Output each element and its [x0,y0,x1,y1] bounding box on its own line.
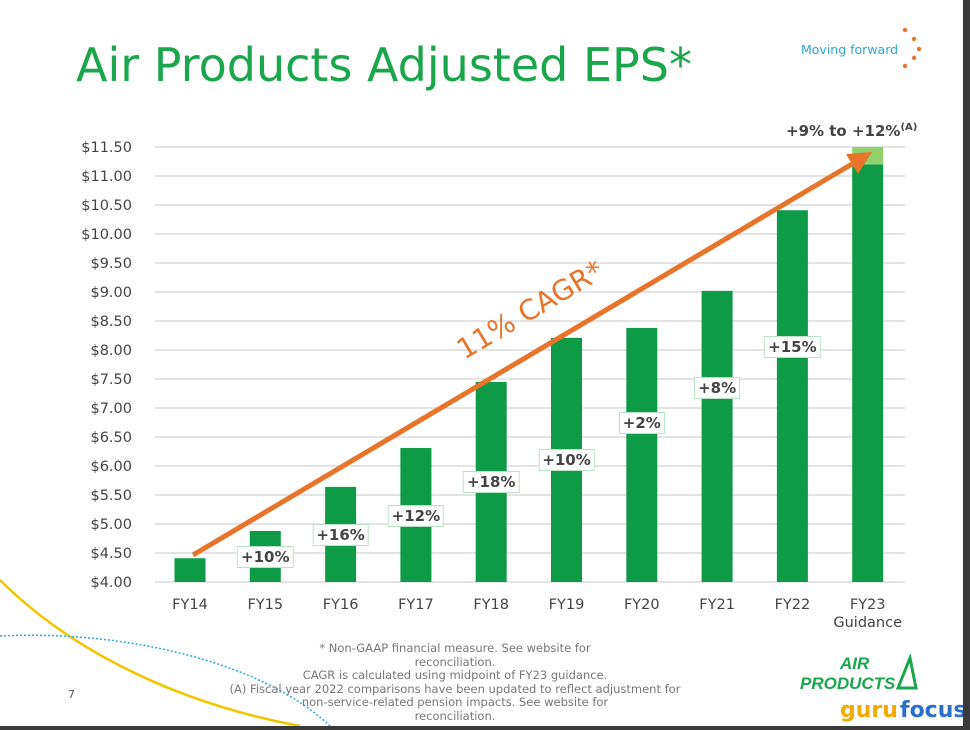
y-tick-label: $4.00 [90,575,132,591]
dots-logo-icon [902,27,922,69]
x-tick-label: FY18 [473,597,509,613]
footnote: CAGR is calculated using midpoint of FY2… [302,668,608,682]
growth-label: +15% [764,336,821,358]
x-tick-label: FY20 [624,597,660,613]
bar-fy21 [701,290,733,582]
bar-fy20 [626,327,658,582]
page-title: Air Products Adjusted EPS* [76,38,692,92]
growth-label: +12% [387,505,445,527]
y-tick-label: $10.00 [81,227,132,243]
x-tick-label: FY23 [850,597,886,613]
x-tick-label: FY22 [775,597,811,613]
svg-text:focus: focus [900,698,963,723]
x-tick-label: FY21 [699,597,735,613]
growth-label: +8% [694,377,741,399]
y-tick-label: $5.50 [90,488,132,504]
cagr-annotation: 11% CAGR* [451,254,609,366]
y-tick-label: $7.50 [90,372,132,388]
x-tick-label: FY15 [247,597,283,613]
x-tick-sublabel: Guidance [833,615,902,631]
svg-text:AIR: AIR [839,654,870,673]
bar-fy23 [852,164,884,582]
y-tick-label: $9.00 [90,285,132,301]
y-tick-label: $11.50 [81,140,132,156]
tagline: Moving forward [801,42,899,57]
svg-text:guru: guru [840,698,898,723]
growth-label: +10% [237,546,294,568]
footnote: * Non-GAAP financial measure. See websit… [319,641,591,669]
company-logo: AIR PRODUCTS guru focus [798,652,963,724]
y-tick-label: $9.50 [90,256,132,272]
y-tick-label: $6.50 [90,430,132,446]
footnote: (A) Fiscal year 2022 comparisons have be… [229,681,681,696]
x-tick-label: FY16 [323,597,359,613]
cagr-arrow-line [191,161,854,558]
footnote: non-service-related pension impacts. See… [301,695,609,723]
guidance-label: +9% to +12%(A) [786,122,917,140]
growth-label: +18% [462,471,520,493]
growth-label: +16% [312,524,369,546]
y-tick-label: $7.00 [90,401,132,417]
page-number: 7 [68,688,75,701]
guidance-range-text: +9% to +12% [786,122,901,140]
y-tick-label: $6.00 [90,459,132,475]
footnotes: * Non-GAAP financial measure. See websit… [230,641,681,723]
eps-bar-chart: $4.00 $4.50 $5.00 $5.50 $6.00 $6.50 $7.00 $7.50… [81,140,905,631]
bar-fy14 [174,558,206,582]
svg-text:PRODUCTS: PRODUCTS [800,674,896,693]
bar-fy22 [776,210,808,582]
x-tick-label: FY14 [172,597,208,613]
y-tick-label: $11.00 [81,169,132,185]
y-tick-label: $4.50 [90,546,132,562]
y-tick-label: $10.50 [81,198,132,214]
y-tick-label: $8.50 [90,314,132,330]
growth-label: +2% [618,412,665,434]
x-tick-label: FY19 [549,597,585,613]
y-tick-label: $8.00 [90,343,132,359]
guidance-note: (A) [900,122,918,133]
growth-label: +10% [538,449,595,471]
x-tick-label: FY17 [398,597,434,613]
cagr-arrow-head-icon [846,152,872,174]
y-tick-label: $5.00 [90,517,132,533]
